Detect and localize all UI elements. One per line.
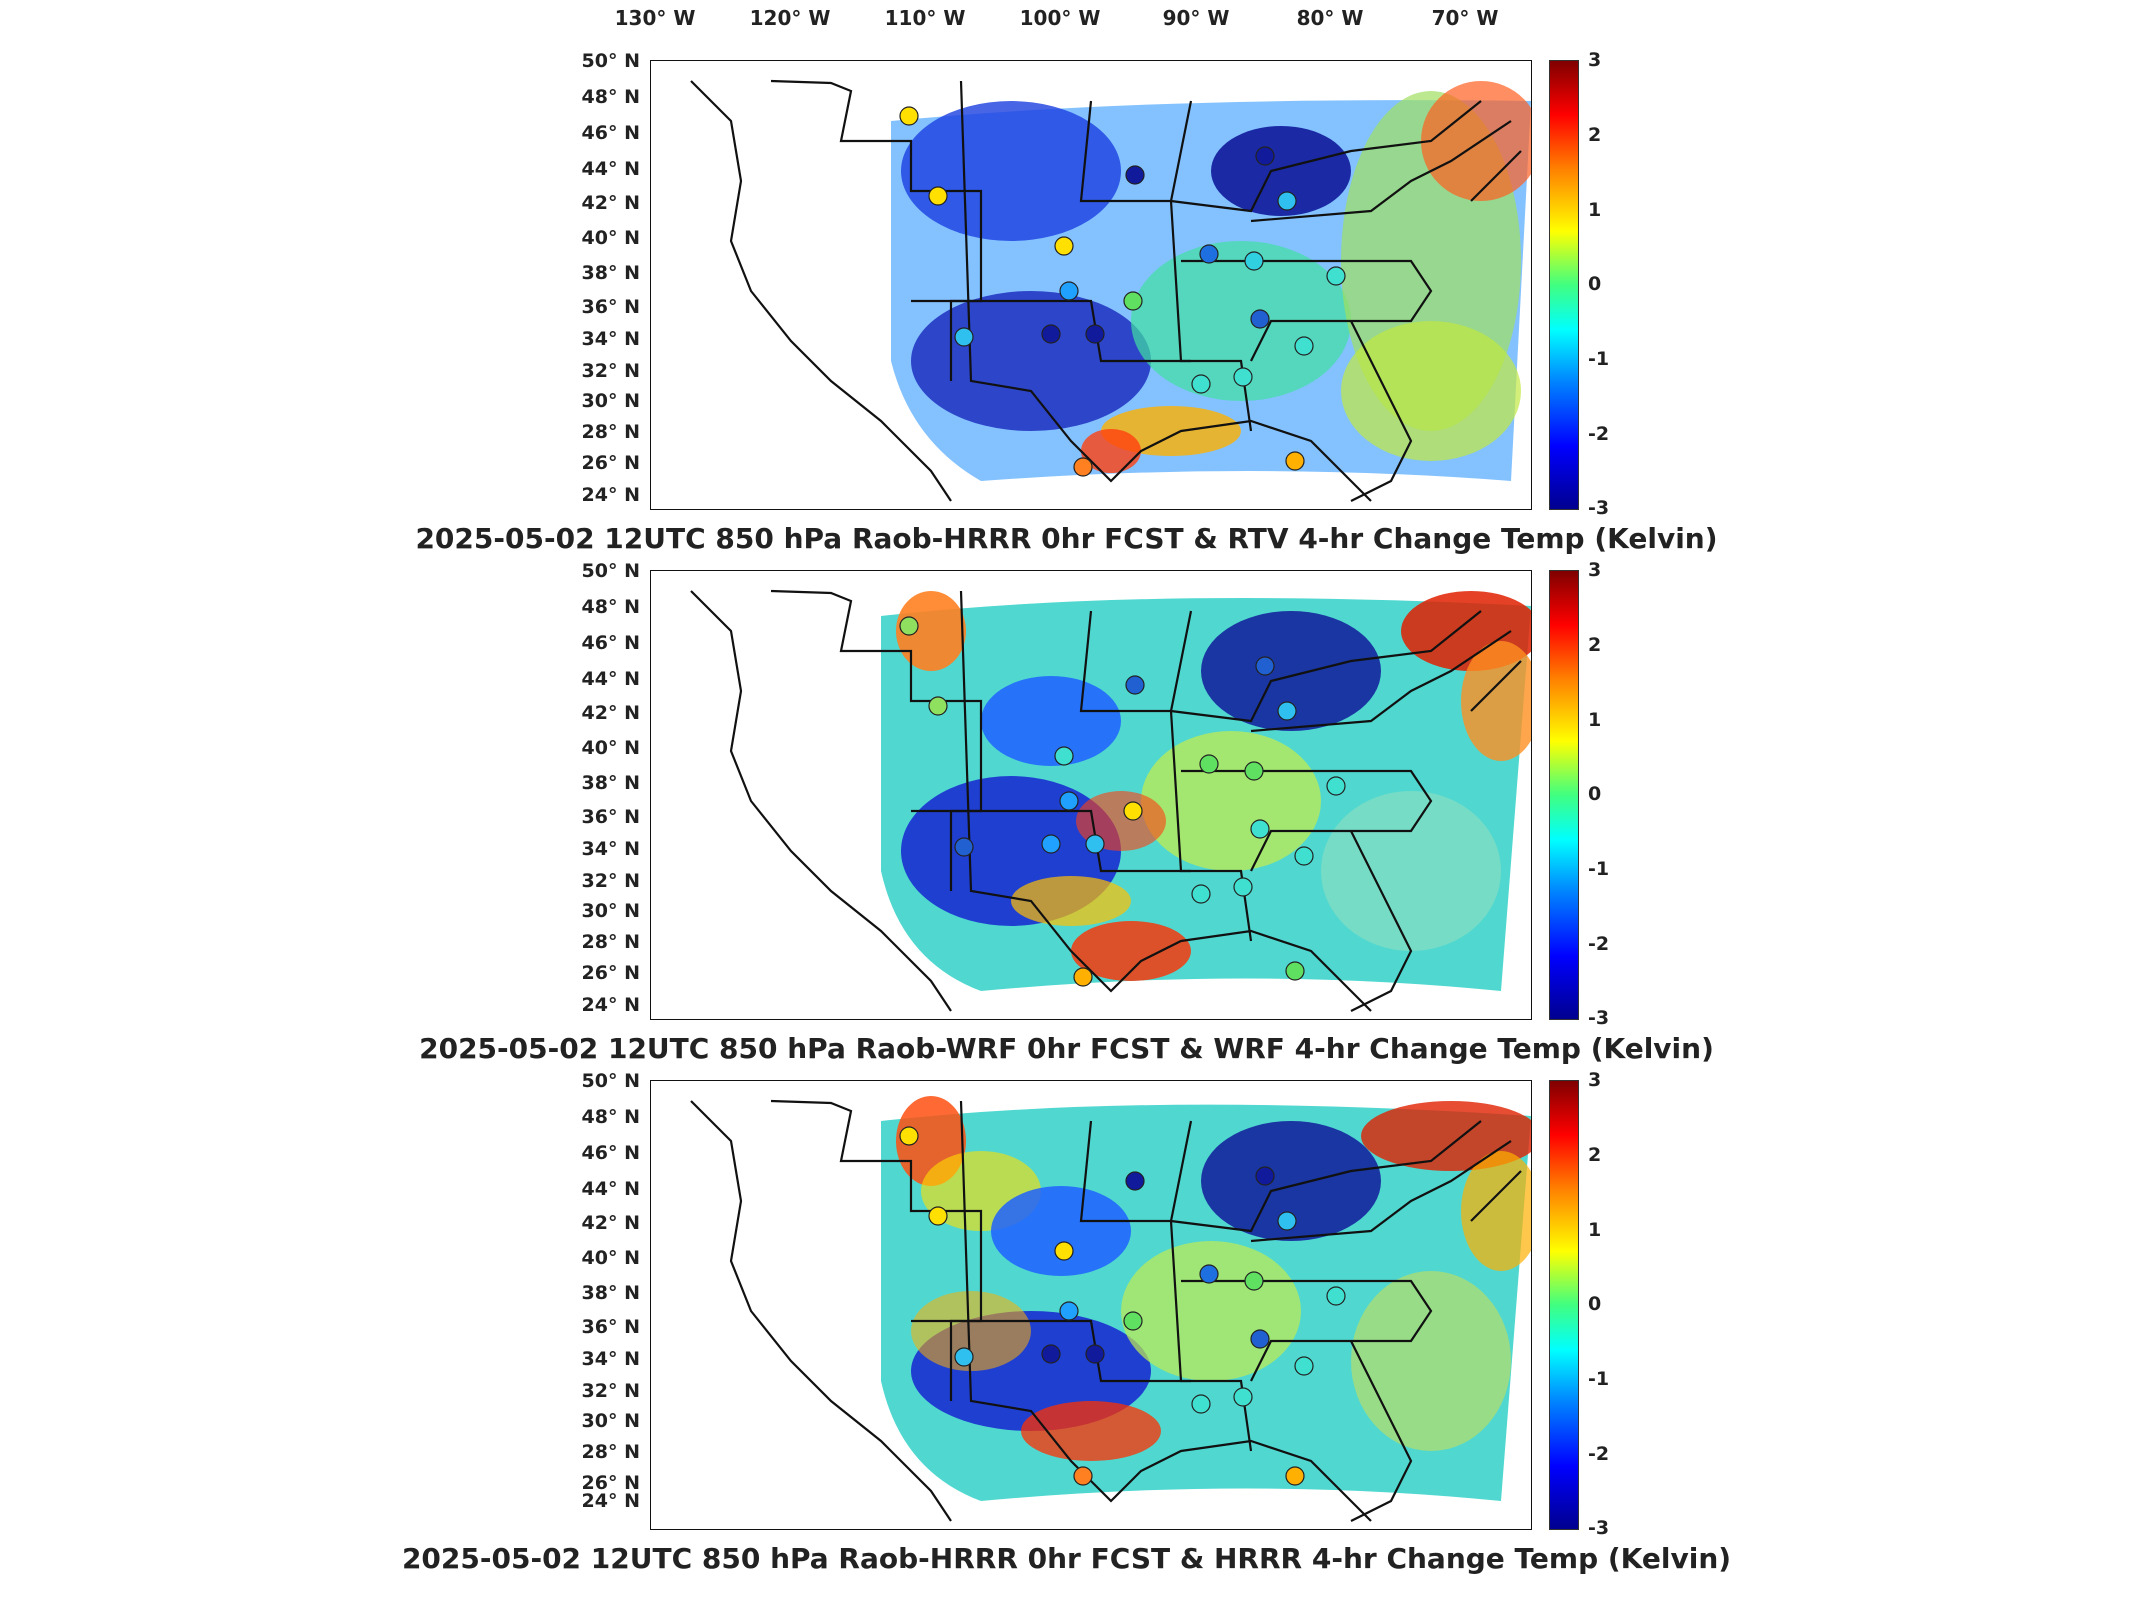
lon-label: 80° W	[1296, 6, 1364, 30]
lat-label: 44° N	[581, 1178, 640, 1200]
colorbar-tick: -1	[1588, 348, 1610, 370]
lat-label: 36° N	[581, 1316, 640, 1338]
lat-label: 50° N	[581, 1070, 640, 1092]
colorbar-tick: 2	[1588, 124, 1602, 146]
colorbar-tick: -1	[1588, 858, 1610, 880]
map-panel-wrf: 50° N 48° N 46° N 44° N 42° N 40° N 38° …	[0, 559, 2133, 1080]
lat-label: 46° N	[581, 122, 640, 144]
lat-label: 46° N	[581, 1142, 640, 1164]
lat-label: 48° N	[581, 86, 640, 108]
lon-label: 110° W	[884, 6, 966, 30]
lat-label: 26° N	[581, 452, 640, 474]
colorbar-tick: 2	[1588, 1144, 1602, 1166]
lat-label: 32° N	[581, 360, 640, 382]
colorbar-tick: -3	[1588, 1517, 1610, 1539]
lat-label: 48° N	[581, 596, 640, 618]
colorbar-tick: -2	[1588, 1443, 1610, 1465]
lat-label: 30° N	[581, 390, 640, 412]
map-panel-hrrr: 50° N 48° N 46° N 44° N 42° N 40° N 38° …	[0, 1069, 2133, 1590]
colorbar	[1549, 570, 1579, 1020]
lat-label: 40° N	[581, 227, 640, 249]
lat-label: 42° N	[581, 192, 640, 214]
lat-label: 38° N	[581, 772, 640, 794]
lat-label: 40° N	[581, 737, 640, 759]
panel-title: 2025-05-02 12UTC 850 hPa Raob-WRF 0hr FC…	[419, 1032, 1714, 1065]
colorbar-tick: 3	[1588, 559, 1602, 581]
colorbar-tick: -3	[1588, 497, 1610, 519]
colorbar-tick: 0	[1588, 1293, 1602, 1315]
lat-label: 42° N	[581, 702, 640, 724]
colorbar-tick: 1	[1588, 1219, 1602, 1241]
colorbar-tick: -2	[1588, 423, 1610, 445]
colorbar-tick: 3	[1588, 1069, 1602, 1091]
colorbar-tick: 3	[1588, 49, 1602, 71]
lat-label: 28° N	[581, 931, 640, 953]
colorbar-tick: 2	[1588, 634, 1602, 656]
longitude-axis: 130° W 120° W 110° W 100° W 90° W 80° W …	[0, 6, 2133, 36]
colorbar-tick: -3	[1588, 1007, 1610, 1029]
lon-label: 100° W	[1019, 6, 1101, 30]
colorbar	[1549, 60, 1579, 510]
lat-label: 44° N	[581, 158, 640, 180]
colorbar-tick: -2	[1588, 933, 1610, 955]
lat-label: 26° N	[581, 1472, 640, 1494]
lat-label: 34° N	[581, 328, 640, 350]
lon-label: 130° W	[614, 6, 696, 30]
lat-label: 24° N	[581, 484, 640, 506]
panel-title: 2025-05-02 12UTC 850 hPa Raob-HRRR 0hr F…	[415, 522, 1718, 555]
lat-label: 40° N	[581, 1247, 640, 1269]
lat-label: 24° N	[581, 1490, 640, 1512]
lat-label: 44° N	[581, 668, 640, 690]
lat-label: 30° N	[581, 1410, 640, 1432]
lat-label: 24° N	[581, 994, 640, 1016]
lat-label: 32° N	[581, 1380, 640, 1402]
lat-label: 34° N	[581, 1348, 640, 1370]
lat-label: 34° N	[581, 838, 640, 860]
lat-label: 38° N	[581, 262, 640, 284]
map-panel-rtv: 50° N 48° N 46° N 44° N 42° N 40° N 38° …	[0, 49, 2133, 570]
colorbar-tick: 0	[1588, 783, 1602, 805]
lat-label: 46° N	[581, 632, 640, 654]
panel-title: 2025-05-02 12UTC 850 hPa Raob-HRRR 0hr F…	[401, 1542, 1732, 1575]
lat-label: 28° N	[581, 421, 640, 443]
temperature-map	[650, 570, 1532, 1020]
colorbar-tick: -1	[1588, 1368, 1610, 1390]
lat-label: 28° N	[581, 1441, 640, 1463]
lat-label: 50° N	[581, 560, 640, 582]
lon-label: 70° W	[1431, 6, 1499, 30]
colorbar	[1549, 1080, 1579, 1530]
colorbar-tick: 1	[1588, 709, 1602, 731]
lat-label: 48° N	[581, 1106, 640, 1128]
lat-label: 30° N	[581, 900, 640, 922]
lon-label: 120° W	[749, 6, 831, 30]
lat-label: 36° N	[581, 296, 640, 318]
lat-label: 50° N	[581, 50, 640, 72]
lon-label: 90° W	[1162, 6, 1230, 30]
lat-label: 36° N	[581, 806, 640, 828]
lat-label: 32° N	[581, 870, 640, 892]
temperature-map	[650, 1080, 1532, 1530]
temperature-map	[650, 60, 1532, 510]
lat-label: 38° N	[581, 1282, 640, 1304]
colorbar-tick: 0	[1588, 273, 1602, 295]
colorbar-tick: 1	[1588, 199, 1602, 221]
lat-label: 42° N	[581, 1212, 640, 1234]
lat-label: 26° N	[581, 962, 640, 984]
